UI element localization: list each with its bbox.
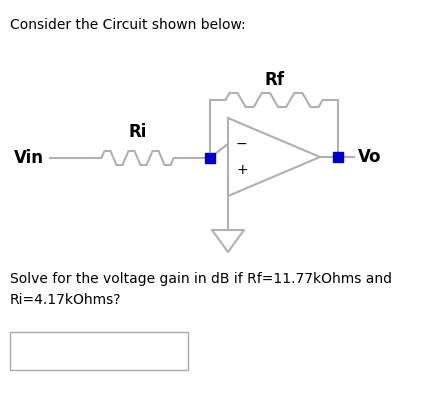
Text: Rf: Rf xyxy=(264,71,284,89)
Text: −: − xyxy=(236,137,248,151)
Text: +: + xyxy=(236,163,248,177)
FancyBboxPatch shape xyxy=(10,332,188,370)
Text: Vo: Vo xyxy=(358,148,382,166)
Text: Consider the Circuit shown below:: Consider the Circuit shown below: xyxy=(10,18,246,32)
Text: Solve for the voltage gain in dB if Rf=11.77kOhms and
Ri=4.17kOhms?: Solve for the voltage gain in dB if Rf=1… xyxy=(10,272,392,307)
Text: Ri: Ri xyxy=(128,123,147,141)
Text: Vin: Vin xyxy=(14,149,44,167)
